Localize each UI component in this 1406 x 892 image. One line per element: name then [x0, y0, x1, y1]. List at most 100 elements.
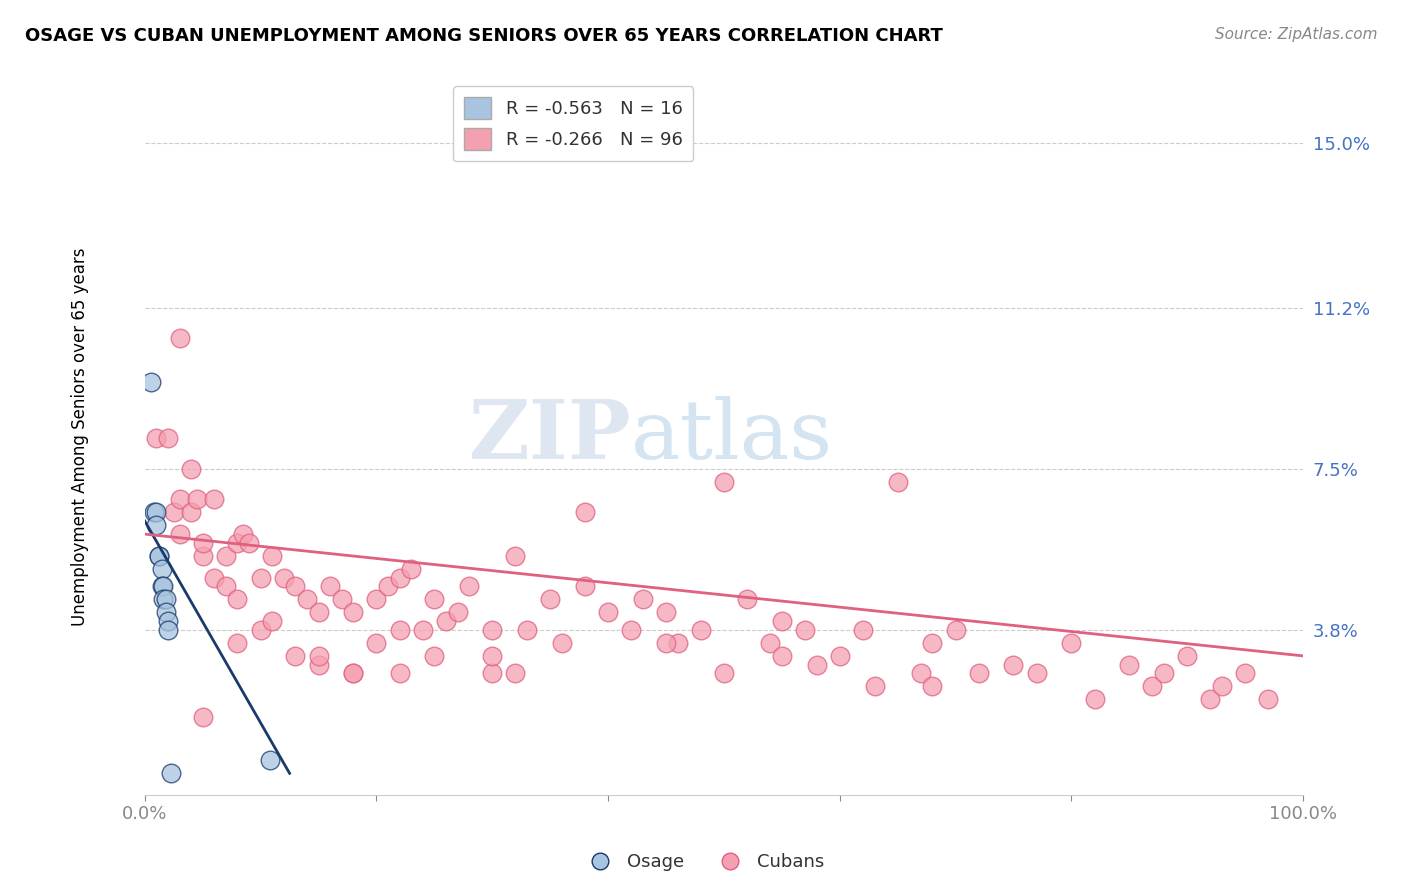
Point [1257, 692, 1279, 706]
Point [249, 571, 271, 585]
Point [191, 549, 214, 563]
Point [308, 648, 330, 663]
Legend: Osage, Cubans: Osage, Cubans [575, 847, 831, 879]
Point [150, 579, 173, 593]
Point [910, 666, 932, 681]
Point [308, 606, 330, 620]
Point [423, 592, 446, 607]
Point [481, 666, 503, 681]
Point [139, 375, 162, 389]
Point [238, 536, 260, 550]
Point [806, 657, 828, 672]
Point [388, 571, 411, 585]
Point [505, 666, 527, 681]
Point [446, 606, 468, 620]
Point [399, 562, 422, 576]
Point [538, 592, 561, 607]
Point [794, 623, 817, 637]
Point [262, 549, 284, 563]
Point [180, 462, 202, 476]
Text: OSAGE VS CUBAN UNEMPLOYMENT AMONG SENIORS OVER 65 YEARS CORRELATION CHART: OSAGE VS CUBAN UNEMPLOYMENT AMONG SENIOR… [25, 27, 943, 45]
Point [226, 536, 249, 550]
Point [155, 606, 177, 620]
Point [342, 666, 364, 681]
Point [689, 623, 711, 637]
Point [169, 331, 191, 345]
Point [1153, 666, 1175, 681]
Point [191, 536, 214, 550]
Point [156, 623, 179, 637]
Point [574, 579, 596, 593]
Point [620, 623, 643, 637]
Point [1084, 692, 1107, 706]
Point [1142, 679, 1164, 693]
Point [759, 636, 782, 650]
Point [215, 549, 238, 563]
Point [735, 592, 758, 607]
Point [1025, 666, 1047, 681]
Point [186, 492, 208, 507]
Point [180, 505, 202, 519]
Point [423, 648, 446, 663]
Point [828, 648, 851, 663]
Point [505, 549, 527, 563]
Point [191, 710, 214, 724]
Point [155, 592, 177, 607]
Point [308, 657, 330, 672]
Point [863, 679, 886, 693]
Point [458, 579, 481, 593]
Point [262, 614, 284, 628]
Point [598, 606, 620, 620]
Point [150, 562, 173, 576]
Point [342, 606, 364, 620]
Point [921, 636, 943, 650]
Point [202, 492, 225, 507]
Point [319, 579, 342, 593]
Point [232, 527, 254, 541]
Point [631, 592, 654, 607]
Point [1234, 666, 1257, 681]
Legend: R = -0.563   N = 16, R = -0.266   N = 96: R = -0.563 N = 16, R = -0.266 N = 96 [453, 87, 693, 161]
Point [273, 571, 295, 585]
Point [1211, 679, 1233, 693]
Point [1175, 648, 1198, 663]
Point [366, 592, 388, 607]
Point [481, 623, 503, 637]
Point [249, 623, 271, 637]
Text: atlas: atlas [631, 396, 834, 476]
Point [388, 666, 411, 681]
Point [284, 648, 307, 663]
Point [655, 636, 678, 650]
Point [145, 505, 167, 519]
Point [160, 766, 183, 780]
Point [770, 614, 793, 628]
Point [551, 636, 574, 650]
Point [330, 592, 353, 607]
Point [967, 666, 990, 681]
Point [1060, 636, 1083, 650]
Point [516, 623, 538, 637]
Point [666, 636, 689, 650]
Point [770, 648, 793, 663]
Point [1002, 657, 1025, 672]
Point [152, 592, 174, 607]
Text: ZIP: ZIP [468, 396, 631, 476]
Point [295, 592, 318, 607]
Point [169, 492, 191, 507]
Point [574, 505, 596, 519]
Point [156, 614, 179, 628]
Y-axis label: Unemployment Among Seniors over 65 years: Unemployment Among Seniors over 65 years [72, 247, 89, 625]
Point [412, 623, 434, 637]
Point [152, 579, 174, 593]
Point [377, 579, 399, 593]
Point [226, 592, 249, 607]
Point [284, 579, 307, 593]
Point [713, 666, 735, 681]
Point [852, 623, 875, 637]
Point [342, 666, 364, 681]
Point [1199, 692, 1222, 706]
Point [215, 579, 238, 593]
Point [1118, 657, 1140, 672]
Point [148, 549, 170, 563]
Point [259, 753, 281, 767]
